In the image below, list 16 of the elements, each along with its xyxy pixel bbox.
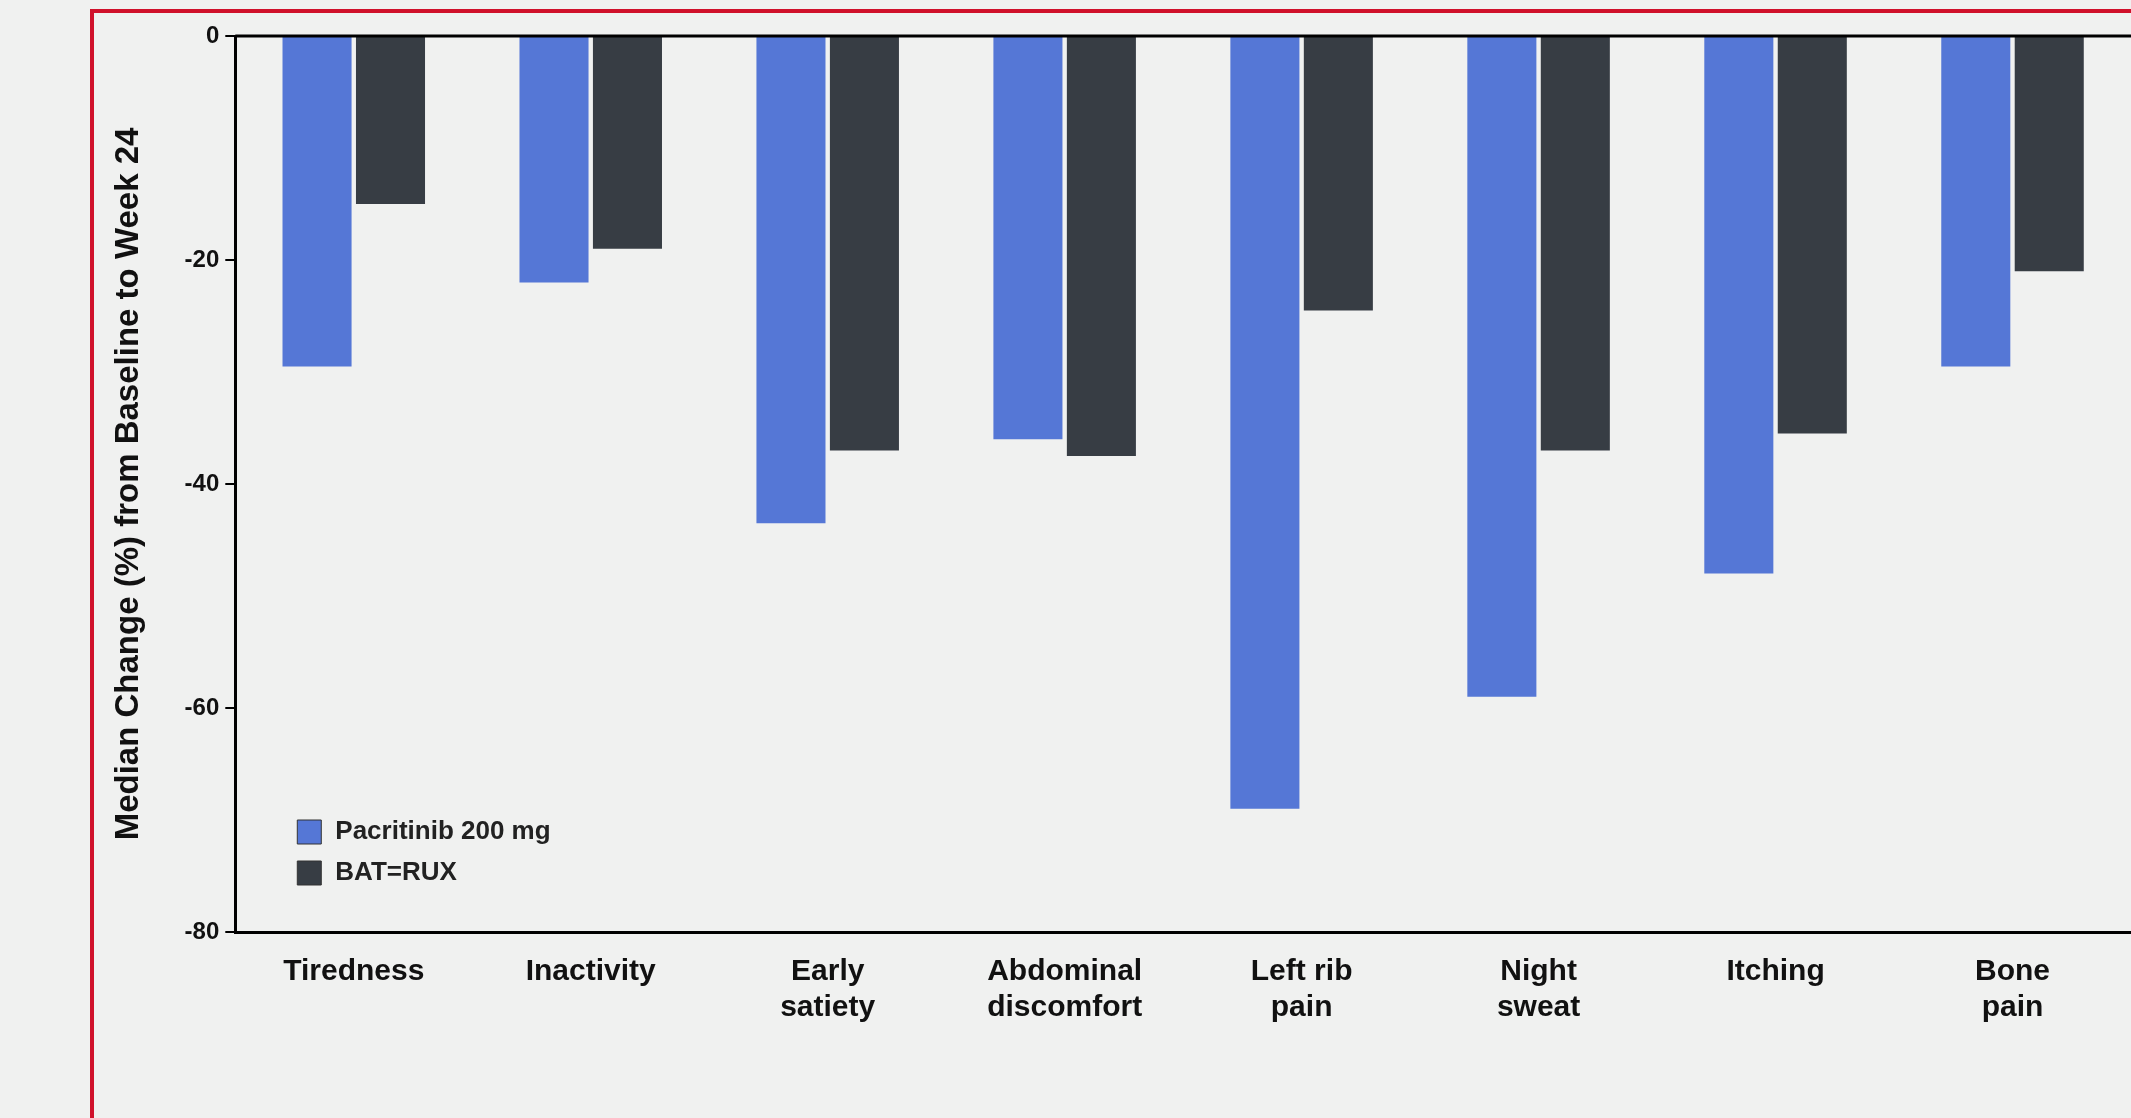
x-tick-label: Early satiety <box>780 953 876 1023</box>
x-tick-label: Night sweat <box>1496 953 1581 1023</box>
x-tick-label: Bone pain <box>1975 953 2051 1023</box>
legend-label: BAT=RUX <box>335 856 458 887</box>
x-tick-label: Itching <box>1726 953 1825 987</box>
x-tick-label: Abdominal discomfort <box>987 953 1143 1023</box>
legend-label: Pacritinib 200 mg <box>335 815 551 846</box>
x-tick-label: Tiredness <box>283 953 425 987</box>
x-tick-label: Left rib pain <box>1250 953 1353 1023</box>
y-tick-label: -20 <box>184 244 220 272</box>
y-tick-label: 0 <box>205 20 220 48</box>
y-tick-label: -80 <box>184 916 220 944</box>
y-axis-title: Median Change (%) from Baseline to Week 24 <box>107 127 145 841</box>
x-tick-label: Inactivity <box>525 953 657 987</box>
y-tick-label: -40 <box>184 468 220 496</box>
y-tick-label: -60 <box>184 692 220 720</box>
